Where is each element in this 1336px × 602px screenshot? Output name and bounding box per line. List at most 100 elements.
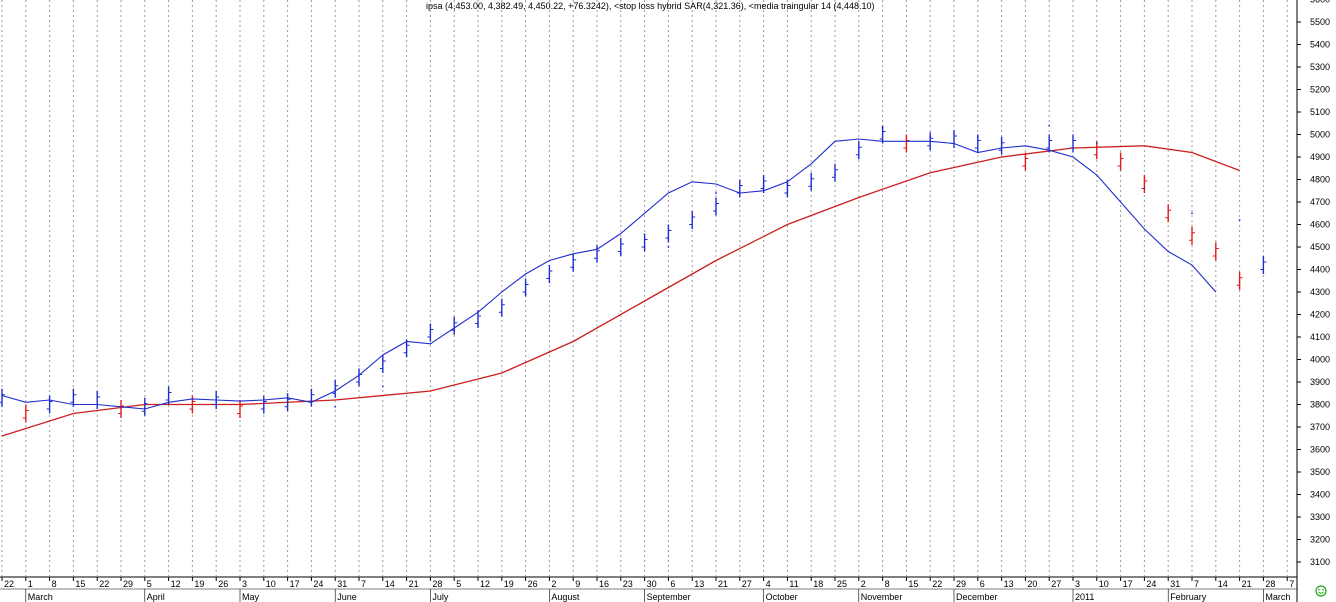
y-tick-label: 5000 [1310,130,1330,140]
sar-dot [715,192,717,194]
month-label: April [147,592,165,602]
sar-dot [1095,142,1098,145]
month-label: February [1170,592,1207,602]
month-label: June [337,592,357,602]
x-tick-label: 26 [528,579,538,589]
x-tick-label: 10 [1099,579,1109,589]
sar-dot [834,174,836,176]
x-tick-label: 11 [789,579,798,589]
x-tick-label: 23 [623,579,633,589]
x-tick-label: 16 [599,579,609,589]
y-tick-label: 3700 [1310,422,1330,432]
y-tick-label: 3400 [1310,490,1330,500]
x-tick-label: 9 [575,579,580,589]
x-tick-label: 13 [1004,579,1014,589]
x-tick-label: 21 [409,579,419,589]
x-tick-label: 7 [1194,579,1199,589]
sar-dot [524,293,527,296]
y-tick-label: 3500 [1310,467,1330,477]
y-tick-label: 4400 [1310,265,1330,275]
long-ma-layer [1,145,1240,437]
month-label: July [432,592,449,602]
x-tick-label: 22 [99,579,109,589]
x-tick-label: 7 [361,579,366,589]
x-tick-label: 24 [1146,579,1156,589]
x-tick-label: 27 [1051,579,1061,589]
y-tick-label: 5600 [1310,0,1330,5]
x-tick-label: 1 [28,579,33,589]
sar-dot [667,246,670,248]
x-tick-label: 18 [813,579,823,589]
month-label: December [956,592,998,602]
x-tick-label: 14 [1218,579,1228,589]
y-tick-label: 4500 [1310,242,1330,252]
x-tick-label: 28 [1265,579,1275,589]
x-tick-label: 28 [432,579,442,589]
x-tick-label: 25 [837,579,847,589]
x-tick-label: 7 [1289,579,1294,589]
x-tick-label: 22 [4,579,14,589]
y-tick-label: 4800 [1310,175,1330,185]
month-label: March [1265,592,1290,602]
x-tick-label: 20 [1027,579,1037,589]
long-ma-line [1,145,1240,437]
x-tick-label: 5 [456,579,461,589]
x-tick-label: 2 [861,579,866,589]
x-tick-label: 19 [194,579,204,589]
sar-layer [334,124,1241,408]
x-tick-label: 30 [647,579,657,589]
sar-dot [1048,124,1051,127]
x-tick-label: 12 [480,579,490,589]
x-tick-label: 6 [980,579,985,589]
x-tick-label: 27 [742,579,752,589]
x-tick-label: 13 [694,579,704,589]
month-label: May [242,592,260,602]
smiley-icon[interactable] [1315,585,1327,597]
sar-dot [762,185,765,188]
x-tick-label: 21 [1242,579,1252,589]
month-label: September [647,592,691,602]
x-tick-label: 15 [908,579,918,589]
y-tick-label: 3100 [1310,557,1330,567]
x-tick-label: 3 [242,579,247,589]
x-tick-label: 3 [1075,579,1080,589]
x-tick-label: 4 [766,579,771,589]
x-tick-label: 19 [504,579,514,589]
x-tick-label: 14 [385,579,395,589]
x-tick-label: 10 [266,579,276,589]
sar-dot [976,135,979,138]
grid-lines [1,0,1288,576]
y-tick-label: 5200 [1310,85,1330,95]
month-label: October [766,592,798,602]
y-tick-label: 4100 [1310,332,1330,342]
x-tick-label: 31 [1170,579,1180,589]
x-tick-label: 5 [147,579,152,589]
x-tick-label: 17 [290,579,300,589]
sar-dot [786,183,789,185]
y-tick-label: 4900 [1310,152,1330,162]
x-tick-label: 31 [337,579,347,589]
sar-dot [929,135,932,138]
y-tick-label: 3300 [1310,512,1330,522]
x-tick-label: 12 [171,579,181,589]
x-tick-label: 29 [123,579,133,589]
y-tick-label: 3900 [1310,377,1330,387]
sar-dot [477,322,479,325]
x-tick-label: 26 [218,579,228,589]
y-tick-label: 5500 [1310,17,1330,27]
triangular-ma-layer [1,138,1217,410]
y-tick-label: 5400 [1310,40,1330,50]
month-label: 2011 [1075,592,1094,602]
x-tick-label: 24 [313,579,323,589]
x-tick-label: 21 [718,579,728,589]
sar-dot [881,126,884,129]
y-tick-label: 4000 [1310,355,1330,365]
y-tick-label: 3200 [1310,535,1330,545]
sar-dot [1238,219,1241,221]
month-label: August [551,592,580,602]
y-tick-label: 4200 [1310,310,1330,320]
x-tick-label: 22 [932,579,942,589]
y-tick-label: 3600 [1310,445,1330,455]
y-tick-label: 3800 [1310,400,1330,410]
